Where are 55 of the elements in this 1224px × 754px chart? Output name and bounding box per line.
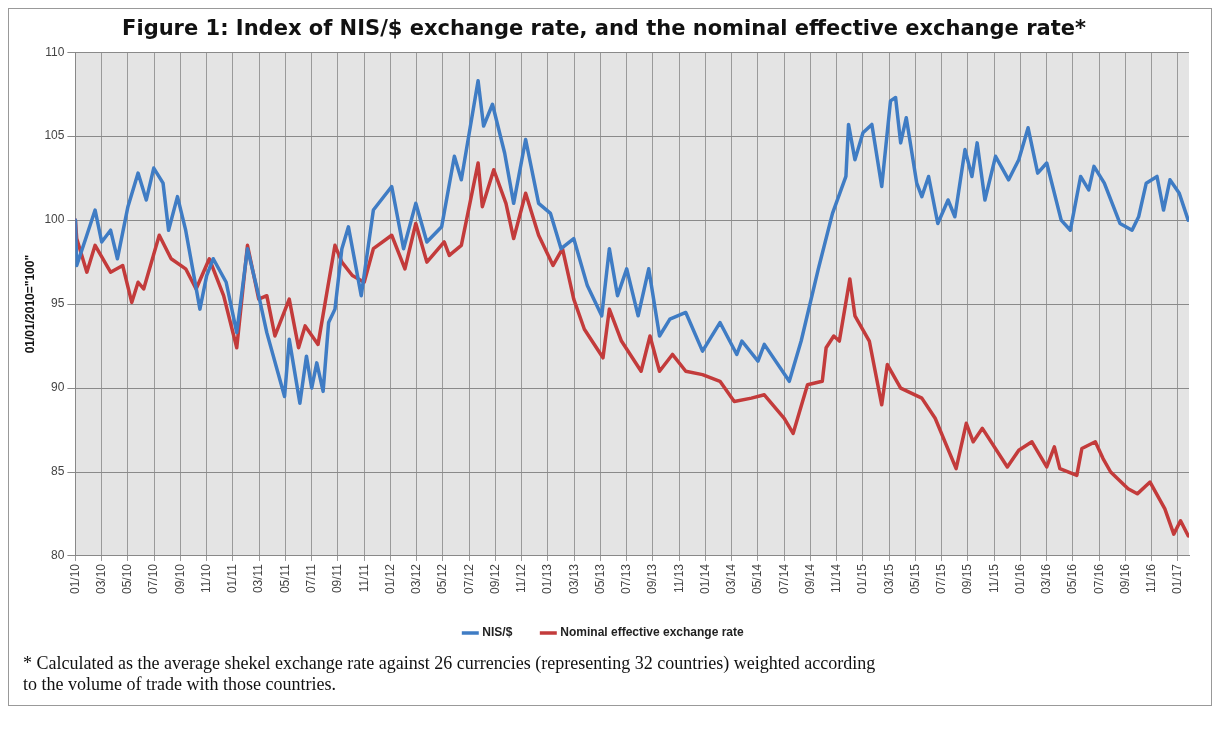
x-tick-label: 01/13 <box>540 563 555 594</box>
y-tick-label: 100 <box>44 212 65 227</box>
x-tick-label: 05/10 <box>120 563 135 594</box>
x-tick-label: 11/13 <box>671 563 686 594</box>
x-tick-label: 01/16 <box>1012 563 1027 594</box>
x-tick-label: 09/10 <box>172 563 187 594</box>
y-axis-title: 01/01/2010="100" <box>22 254 37 354</box>
x-tick-label: 05/12 <box>435 563 450 594</box>
x-tick-label: 11/11 <box>356 563 371 593</box>
x-tick-label: 01/10 <box>67 563 82 594</box>
y-tick-label: 90 <box>51 380 65 395</box>
x-tick-label: 01/17 <box>1170 563 1185 594</box>
x-tick-label: 01/14 <box>697 563 712 594</box>
x-tick-label: 03/16 <box>1039 563 1054 594</box>
x-tick-label: 01/15 <box>855 563 870 594</box>
x-tick-label: 03/10 <box>93 563 108 594</box>
x-tick-label: 09/16 <box>1117 563 1132 594</box>
x-tick-label: 03/13 <box>566 563 581 594</box>
x-tick-label: 01/12 <box>382 563 397 594</box>
x-tick-label: 05/14 <box>750 563 765 594</box>
x-tick-label: 11/12 <box>514 563 529 594</box>
x-tick-label: 09/15 <box>960 563 975 594</box>
x-tick-label: 11/16 <box>1144 563 1159 594</box>
x-tick-label: 01/11 <box>225 563 240 594</box>
legend-label: NIS/$ <box>482 625 513 640</box>
x-tick-label: 05/11 <box>277 563 292 594</box>
x-tick-label: 07/13 <box>619 563 634 594</box>
x-tick-label: 07/12 <box>461 563 476 594</box>
x-tick-label: 11/15 <box>986 563 1001 594</box>
x-tick-label: 05/15 <box>907 563 922 594</box>
x-tick-label: 03/11 <box>251 563 266 594</box>
x-tick-label: 05/13 <box>592 563 607 594</box>
x-tick-label: 09/13 <box>645 563 660 594</box>
x-tick-label: 03/12 <box>409 563 424 594</box>
x-tick-label: 07/11 <box>304 563 318 594</box>
y-tick-label: 80 <box>51 548 65 563</box>
x-tick-label: 09/12 <box>487 563 502 594</box>
x-tick-label: 07/15 <box>934 563 949 594</box>
y-tick-label: 105 <box>44 128 65 143</box>
y-tick-label: 110 <box>45 44 65 59</box>
x-tick-label: 07/10 <box>146 563 161 594</box>
x-tick-label: 03/14 <box>724 563 739 594</box>
x-tick-label: 09/14 <box>802 563 817 594</box>
legend-label: Nominal effective exchange rate <box>560 625 745 640</box>
x-tick-label: 11/10 <box>198 563 213 594</box>
x-tick-label: 05/16 <box>1065 563 1080 594</box>
text: * Calculated as the average shekel exchange rate against 26 currencies (representing 32 countries) weighted according to the volume of trade with those countries. <box>23 653 877 695</box>
chart-title: Figure 1: Index of NIS/$ exchange rate, and the nominal effective exchange rate* <box>122 16 1086 41</box>
x-tick-label: 11/14 <box>829 563 844 594</box>
x-tick-label: 09/11 <box>330 563 345 594</box>
x-tick-label: 03/15 <box>881 563 896 594</box>
y-tick-label: 85 <box>51 464 65 479</box>
x-tick-label: 07/14 <box>776 563 791 594</box>
y-tick-label: 95 <box>51 296 65 311</box>
x-tick-label: 07/16 <box>1091 563 1106 594</box>
